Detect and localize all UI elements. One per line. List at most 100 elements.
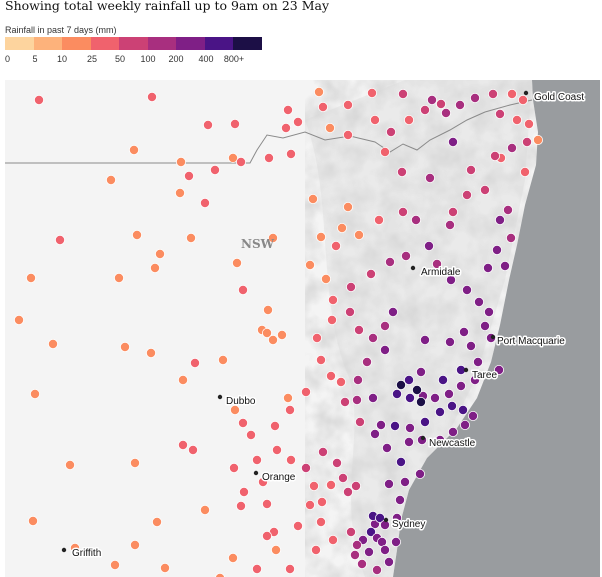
- rainfall-station-dot: [285, 149, 296, 160]
- rainfall-map[interactable]: NSW Gold Coast Armidale Port Macquarie Tare…: [5, 80, 600, 577]
- rainfall-station-dot: [310, 544, 321, 555]
- rainfall-station-dot: [159, 562, 170, 573]
- rainfall-station-dot: [292, 117, 303, 128]
- rainfall-station-dot: [229, 119, 240, 130]
- rainfall-station-dot: [447, 207, 458, 218]
- rainfall-station-dot: [426, 94, 437, 105]
- legend-tick: 25: [86, 54, 98, 64]
- rainfall-station-dot: [185, 232, 196, 243]
- rainfall-station-dot: [199, 504, 210, 515]
- place-label: Port Macquarie: [497, 336, 565, 347]
- rainfall-station-dot: [506, 88, 517, 99]
- chart-title: Showing total weekly rainfall up to 9am …: [5, 0, 330, 13]
- rainfall-station-dot: [335, 376, 346, 387]
- rainfall-station-dot: [228, 462, 239, 473]
- rainfall-station-dot: [65, 459, 76, 470]
- rainfall-station-dot: [383, 556, 394, 567]
- place-marker: [490, 334, 496, 340]
- rainfall-station-dot: [395, 379, 406, 390]
- rainfall-station-dot: [29, 388, 40, 399]
- rainfall-station-dot: [320, 273, 331, 284]
- rainfall-station-dot: [365, 526, 376, 537]
- place-label: Armidale: [421, 267, 461, 278]
- rainfall-station-dot: [491, 244, 502, 255]
- rainfall-station-dot: [383, 478, 394, 489]
- rainfall-station-dot: [175, 157, 186, 168]
- rainfall-station-dot: [130, 457, 141, 468]
- rainfall-station-dot: [385, 127, 396, 138]
- rainfall-station-dot: [227, 552, 238, 563]
- region-label-nsw: NSW: [241, 237, 275, 251]
- rainfall-station-dot: [177, 439, 188, 450]
- rainfall-station-dot: [354, 416, 365, 427]
- rainfall-station-dot: [351, 394, 362, 405]
- rainfall-station-dot: [316, 496, 327, 507]
- rainfall-station-dot: [300, 462, 311, 473]
- rainfall-station-dot: [366, 87, 377, 98]
- rainfall-station-dot: [317, 101, 328, 112]
- legend-swatches: [5, 37, 262, 50]
- rainfall-station-dot: [472, 356, 483, 367]
- rainfall-station-dot: [410, 214, 421, 225]
- rainfall-station-dot: [324, 123, 335, 134]
- rainfall-station-dot: [327, 294, 338, 305]
- rainfall-station-dot: [350, 480, 361, 491]
- rainfall-station-dot: [202, 120, 213, 131]
- rainfall-station-dot: [389, 420, 400, 431]
- rainfall-station-dot: [315, 231, 326, 242]
- rainfall-station-dot: [458, 326, 469, 337]
- rainfall-station-dot: [479, 185, 490, 196]
- rainfall-station-dot: [271, 444, 282, 455]
- place-marker: [217, 394, 223, 400]
- legend-swatch: [233, 37, 262, 50]
- place-label: Taree: [472, 370, 497, 381]
- rainfall-station-dot: [395, 456, 406, 467]
- rainfall-station-dot: [482, 262, 493, 273]
- rainfall-station-dot: [511, 115, 522, 126]
- rainfall-station-dot: [351, 539, 362, 550]
- legend-tick: 800+: [223, 54, 245, 64]
- rainfall-station-dot: [469, 374, 480, 385]
- rainfall-station-dot: [390, 536, 401, 547]
- legend-swatch: [5, 37, 34, 50]
- rainfall-station-dot: [267, 334, 278, 345]
- rainfall-station-dot: [174, 188, 185, 199]
- rainfall-station-dot: [522, 137, 533, 148]
- rainfall-station-dot: [114, 272, 125, 283]
- rainfall-station-dot: [447, 137, 458, 148]
- rainfall-station-dot: [284, 404, 295, 415]
- rainfall-station-dot: [403, 374, 414, 385]
- rainfall-station-dot: [311, 332, 322, 343]
- rainfall-station-dot: [25, 272, 36, 283]
- rainfall-station-dot: [399, 476, 410, 487]
- rainfall-stations: [13, 87, 544, 577]
- rainfall-station-dot: [363, 546, 374, 557]
- place-label: Gold Coast: [534, 92, 584, 103]
- rainfall-station-dot: [461, 190, 472, 201]
- rainfall-station-dot: [424, 173, 435, 184]
- rainfall-station-dot: [400, 250, 411, 261]
- rainfall-station-dot: [336, 222, 347, 233]
- rainfall-station-dot: [269, 420, 280, 431]
- rainfall-station-dot: [404, 422, 415, 433]
- rainfall-station-dot: [379, 544, 390, 555]
- rainfall-station-dot: [342, 202, 353, 213]
- place-marker: [420, 435, 426, 441]
- rainfall-station-dot: [394, 494, 405, 505]
- rainfall-station-dot: [325, 479, 336, 490]
- rainfall-station-dot: [384, 256, 395, 267]
- rainfall-station-dot: [317, 446, 328, 457]
- rainfall-station-dot: [245, 429, 256, 440]
- place-marker: [61, 547, 67, 553]
- place-label: Dubbo: [226, 396, 256, 407]
- legend-swatch: [33, 37, 62, 50]
- rainfall-station-dot: [414, 468, 425, 479]
- rainfall-station-dot: [397, 207, 408, 218]
- rainfall-station-dot: [337, 472, 348, 483]
- rainfall-station-dot: [387, 306, 398, 317]
- rainfall-station-dot: [292, 520, 303, 531]
- rainfall-station-dot: [154, 248, 165, 259]
- rainfall-station-dot: [261, 498, 272, 509]
- legend-tick: 5: [32, 54, 38, 64]
- rainfall-station-dot: [461, 284, 472, 295]
